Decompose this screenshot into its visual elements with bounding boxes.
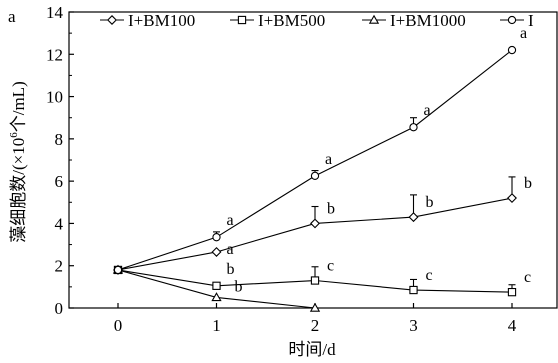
legend: I+BM100 I+BM500 I+BM1000 I xyxy=(100,11,534,30)
legend-marker xyxy=(107,15,117,25)
legend-label: I+BM500 xyxy=(258,11,325,30)
y-tick-label: 0 xyxy=(55,299,64,318)
data-point xyxy=(211,246,222,257)
data-point xyxy=(310,218,320,229)
legend-marker xyxy=(507,15,517,25)
y-tick-label: 2 xyxy=(55,257,64,276)
data-point xyxy=(408,212,419,223)
legend-item: I+BM1000 xyxy=(362,11,466,30)
x-tick-label: 0 xyxy=(114,316,123,335)
y-axis-title-exponent: 6 xyxy=(8,132,20,138)
significance-label: b xyxy=(327,200,335,217)
x-tick-label: 1 xyxy=(212,316,221,335)
data-point xyxy=(212,233,221,242)
y-tick-label: 12 xyxy=(46,45,63,64)
y-tick-label: 4 xyxy=(55,214,64,233)
y-axis-title-suffix: 个/mL) xyxy=(9,81,28,132)
data-point xyxy=(507,287,517,297)
significance-label: a xyxy=(520,25,527,42)
significance-label: b xyxy=(227,261,235,278)
data-point xyxy=(507,193,517,204)
data-point xyxy=(310,171,320,181)
panel-label: a xyxy=(8,7,16,26)
y-tick-label: 6 xyxy=(55,172,64,191)
legend-item: I+BM100 xyxy=(100,11,195,30)
y-tick-label: 14 xyxy=(46,3,64,22)
legend-item: I xyxy=(500,11,534,30)
data-point xyxy=(211,292,222,302)
significance-label: c xyxy=(524,269,531,286)
significance-label: b xyxy=(426,194,434,211)
y-tick-label: 10 xyxy=(46,88,63,107)
y-axis-title: 藻细胞数/(×106个/mL) xyxy=(8,81,28,242)
x-tick-label: 4 xyxy=(508,316,517,335)
data-point xyxy=(409,123,418,132)
significance-label: b xyxy=(235,278,243,295)
data-point xyxy=(309,302,321,312)
legend-marker xyxy=(237,15,247,25)
x-axis-title: 时间/d xyxy=(288,340,336,359)
legend-label: I+BM1000 xyxy=(390,11,466,30)
legend-marker xyxy=(368,14,380,24)
significance-label: b xyxy=(524,175,532,192)
data-point xyxy=(113,265,123,275)
significance-label: a xyxy=(227,212,234,229)
legend-label: I xyxy=(528,11,534,30)
data-point xyxy=(310,276,320,285)
legend-item: I+BM500 xyxy=(230,11,325,30)
x-tick-label: 2 xyxy=(311,316,320,335)
data-point xyxy=(507,45,517,55)
series-i-bm500: b c c c xyxy=(113,258,531,297)
data-point xyxy=(409,285,418,295)
significance-label: a xyxy=(424,102,431,119)
y-tick-label: 8 xyxy=(55,130,64,149)
significance-label: a xyxy=(325,151,332,168)
significance-label: c xyxy=(327,258,334,275)
data-point xyxy=(212,281,221,290)
significance-label: a xyxy=(227,241,234,258)
legend-label: I+BM100 xyxy=(128,11,195,30)
x-tick-label: 3 xyxy=(409,316,418,335)
y-axis-title-prefix: 藻细胞数/(×10 xyxy=(9,138,28,243)
significance-label: c xyxy=(426,267,433,284)
